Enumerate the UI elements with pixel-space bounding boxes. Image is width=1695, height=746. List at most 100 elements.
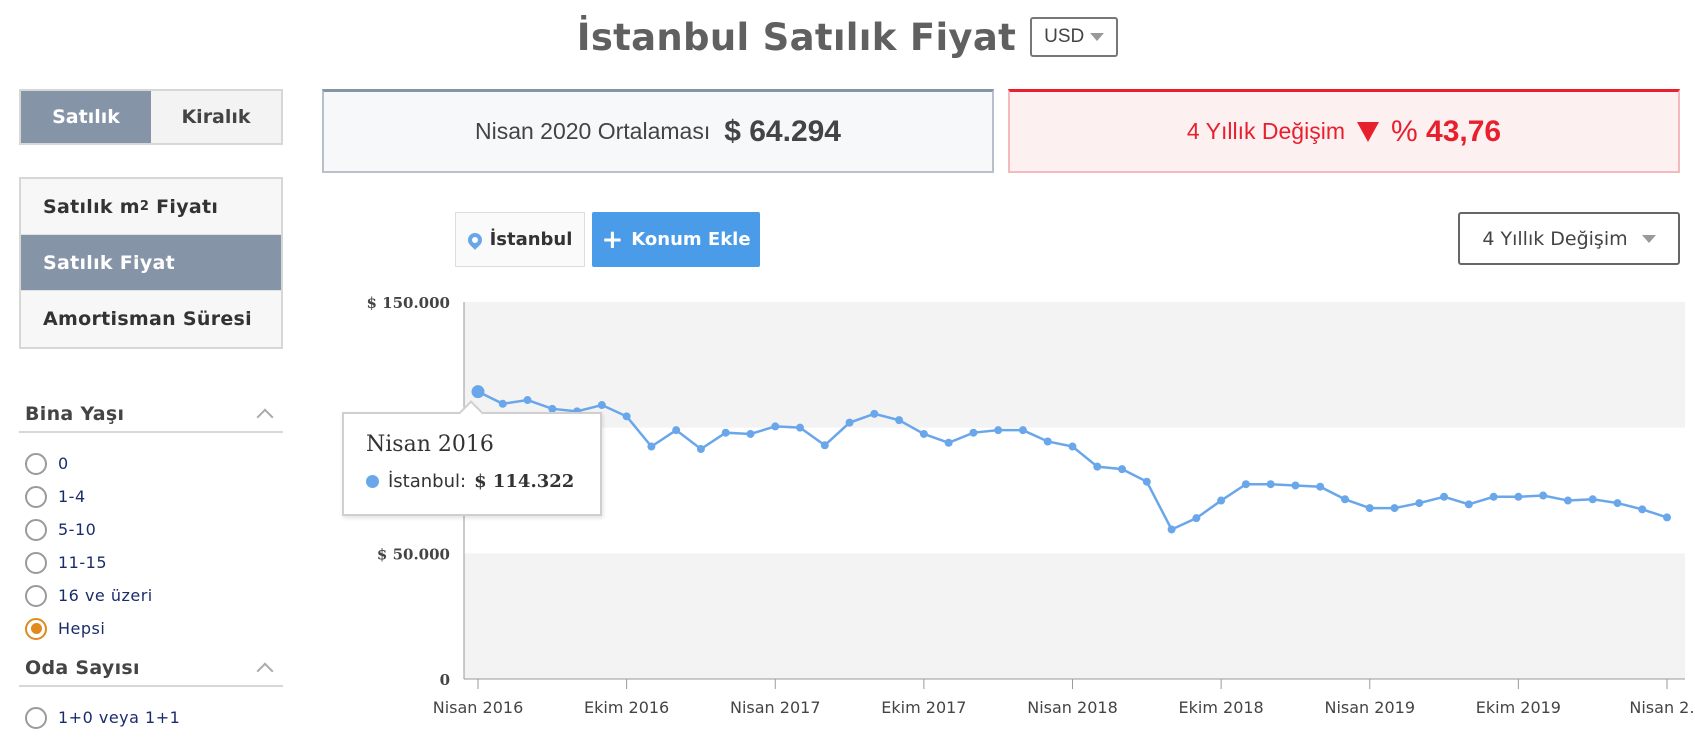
price-line-chart: $ 150.000 $ 50.000 0 Nisan 2016 Ekim 2016 Nis…	[366, 294, 1695, 717]
change-value-wrap: % 43,76	[1391, 115, 1501, 149]
currency-value: USD	[1044, 26, 1085, 47]
radio-option-0[interactable]: 0	[25, 447, 283, 480]
data-point	[1489, 492, 1498, 501]
page-title: İstanbul Satılık Fiyat	[576, 15, 1017, 59]
data-point	[1266, 480, 1275, 489]
x-tick-label: Nisan 2017	[730, 698, 821, 717]
data-point	[796, 423, 805, 432]
x-tick-label: Ekim 2016	[584, 698, 669, 717]
menu-item-sale-price[interactable]: Satılık Fiyat	[21, 235, 281, 291]
room-count-options: 1+0 veya 1+1	[19, 687, 283, 734]
data-point	[1241, 480, 1250, 489]
radio-label: 0	[58, 454, 69, 473]
radio-button-checked[interactable]	[25, 617, 47, 640]
radio-option-16-plus[interactable]: 16 ve üzeri	[25, 579, 283, 612]
data-point	[597, 401, 606, 410]
currency-select[interactable]: USD	[1030, 17, 1119, 57]
radio-button[interactable]	[25, 706, 47, 729]
radio-option-1plus0[interactable]: 1+0 veya 1+1	[25, 701, 283, 734]
chevron-up-icon[interactable]	[256, 408, 274, 426]
data-point	[1464, 500, 1473, 509]
x-tick-label: Ekim 2019	[1476, 698, 1561, 717]
data-point	[1514, 492, 1523, 501]
data-point	[820, 441, 829, 450]
tooltip-row: İstanbul: $ 114.322	[366, 471, 578, 492]
data-point	[471, 385, 485, 399]
series-dot-icon	[366, 475, 379, 488]
data-point	[1663, 513, 1671, 522]
x-tick-label: Nisan 2018	[1027, 698, 1118, 717]
radio-option-5-10[interactable]: 5-10	[25, 513, 283, 546]
data-point	[721, 428, 730, 437]
toggle-kiralik-button[interactable]: Kiralık	[151, 91, 281, 143]
radio-option-1-4[interactable]: 1-4	[25, 480, 283, 513]
data-point	[1192, 514, 1201, 523]
radio-button[interactable]	[25, 452, 47, 475]
data-point	[523, 396, 532, 405]
location-chip[interactable]: İstanbul	[455, 212, 585, 267]
toggle-satilik-button[interactable]: Satılık	[21, 91, 151, 143]
average-value: $ 64.294	[724, 114, 841, 148]
data-point	[895, 416, 904, 425]
change-value: 43,76	[1426, 114, 1502, 148]
radio-button[interactable]	[25, 485, 47, 508]
room-count-header[interactable]: Oda Sayısı	[19, 651, 283, 687]
room-count-filter: Oda Sayısı 1+0 veya 1+1	[19, 651, 283, 734]
data-point	[1316, 482, 1325, 491]
data-point	[771, 422, 780, 431]
radio-button[interactable]	[25, 551, 47, 574]
x-tick-label: Ekim 2018	[1179, 698, 1264, 717]
radio-option-all[interactable]: Hepsi	[25, 612, 283, 645]
data-point	[1440, 492, 1449, 501]
add-location-label: Konum Ekle	[631, 229, 751, 250]
data-point	[622, 412, 631, 421]
radio-label: Hepsi	[58, 619, 106, 638]
menu-item-m2-suffix: Fiyatı	[149, 195, 219, 218]
caret-down-icon	[1641, 234, 1656, 243]
location-chip-label: İstanbul	[489, 229, 573, 250]
radio-button[interactable]	[25, 518, 47, 541]
down-arrow-icon	[1356, 121, 1379, 142]
data-point	[1365, 504, 1374, 513]
radio-label: 5-10	[58, 520, 97, 539]
data-point	[1142, 477, 1151, 486]
tooltip-series: İstanbul:	[388, 471, 467, 492]
radio-button[interactable]	[25, 584, 47, 607]
building-age-header[interactable]: Bina Yaşı	[19, 397, 283, 433]
data-point	[1563, 496, 1572, 505]
change-summary-box: 4 Yıllık Değişim % 43,76	[1008, 89, 1680, 173]
tooltip-title: Nisan 2016	[366, 432, 494, 457]
average-summary-box: Nisan 2020 Ortalaması $ 64.294	[322, 89, 994, 173]
data-point	[647, 442, 656, 451]
add-location-button[interactable]: + Konum Ekle	[592, 212, 760, 267]
period-value: 4 Yıllık Değişim	[1482, 227, 1628, 250]
data-point	[1068, 442, 1077, 451]
chevron-up-icon[interactable]	[256, 662, 274, 680]
data-point	[1118, 465, 1127, 474]
tooltip-value: $ 114.322	[474, 471, 575, 492]
building-age-options: 0 1-4 5-10 11-15 16 ve üzeri Hepsi	[19, 433, 283, 645]
menu-item-m2-label: Satılık m	[43, 195, 140, 218]
radio-option-11-15[interactable]: 11-15	[25, 546, 283, 579]
data-point	[1415, 499, 1424, 508]
plus-icon: +	[601, 224, 624, 255]
radio-label: 11-15	[58, 553, 107, 572]
average-label: Nisan 2020 Ortalaması	[474, 118, 711, 144]
percent-sign: %	[1390, 114, 1418, 148]
grid-band	[464, 302, 1685, 428]
data-point	[944, 438, 953, 447]
chart-tooltip: Nisan 2016 İstanbul: $ 114.322	[342, 412, 602, 516]
menu-item-amortization[interactable]: Amortisman Süresi	[21, 291, 281, 347]
data-point	[969, 428, 978, 437]
period-select[interactable]: 4 Yıllık Değişim	[1458, 212, 1680, 265]
data-point	[1340, 495, 1349, 504]
data-point	[845, 418, 854, 427]
data-point	[1390, 504, 1399, 513]
header: İstanbul Satılık Fiyat USD	[0, 12, 1695, 62]
data-point	[870, 409, 879, 418]
data-point	[1291, 481, 1300, 490]
x-tick-label: Ekim 2017	[881, 698, 966, 717]
